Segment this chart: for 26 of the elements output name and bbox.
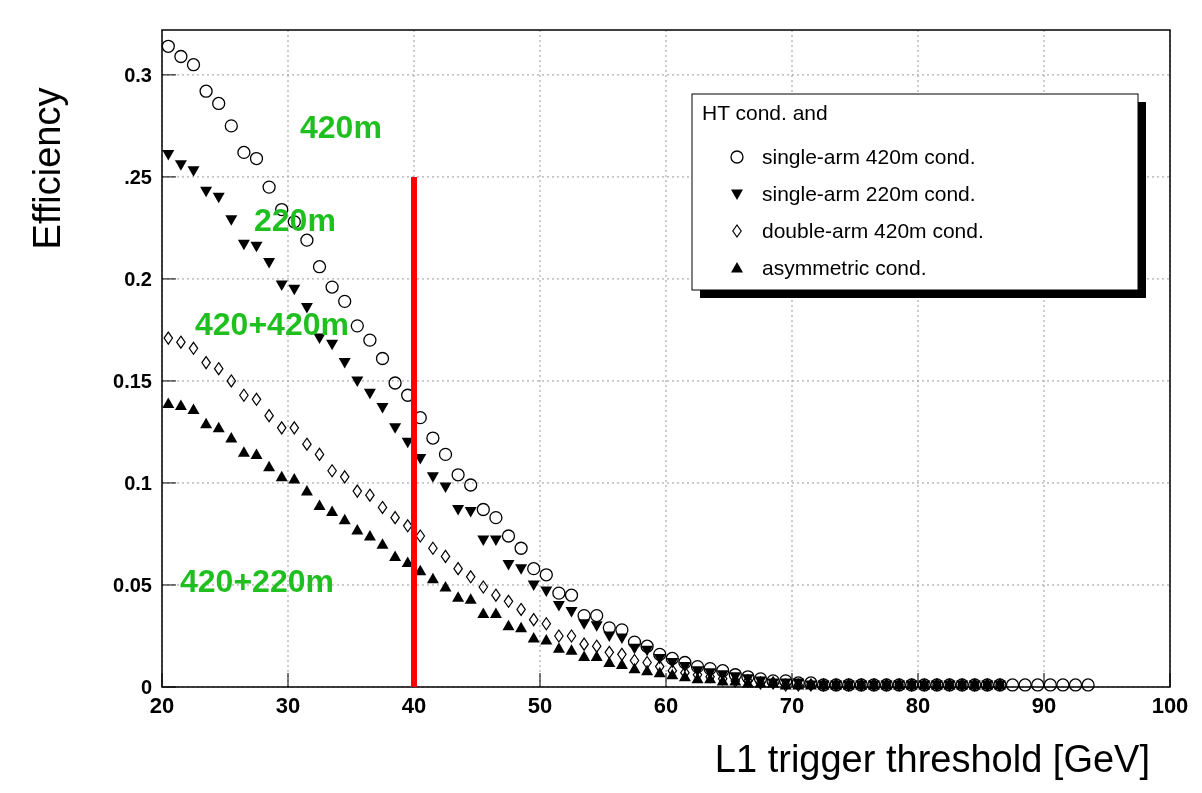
x-axis-title: L1 trigger threshold [GeV] [714, 738, 1150, 780]
y-axis-title: Efficiency [26, 87, 68, 250]
y-tick-label: 0.2 [124, 267, 152, 290]
x-tick-label: 30 [275, 693, 301, 718]
legend-label: double-arm 420m cond. [762, 219, 984, 242]
x-tick-label: 60 [653, 693, 679, 718]
y-tick-label: 0.15 [113, 369, 152, 392]
y-tick-label: 0.05 [113, 573, 152, 596]
x-tick-label: 20 [149, 693, 175, 718]
annotation: 420+420m [195, 306, 349, 342]
x-tick-label: 100 [1151, 693, 1189, 718]
x-tick-label: 70 [779, 693, 805, 718]
y-tick-label: 0 [140, 676, 152, 698]
legend-label: single-arm 220m cond. [762, 182, 976, 205]
x-tick-label: 40 [401, 693, 427, 718]
legend-label: asymmetric cond. [762, 256, 927, 279]
legend-label: single-arm 420m cond. [762, 145, 976, 168]
y-tick-label: .25 [124, 165, 152, 188]
x-tick-label: 90 [1031, 693, 1057, 718]
y-tick-label: 0.1 [124, 471, 152, 494]
y-tick-label: 0.3 [124, 63, 152, 86]
x-tick-label: 50 [527, 693, 553, 718]
annotation: 420+220m [180, 563, 334, 599]
x-tick-label: 80 [905, 693, 931, 718]
legend-title: HT cond. and [702, 101, 828, 124]
annotation: 420m [300, 109, 382, 145]
